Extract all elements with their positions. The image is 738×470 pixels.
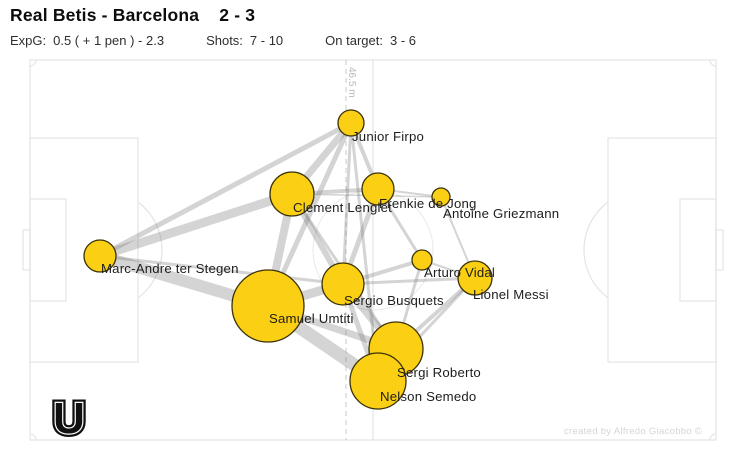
player-node [321,262,365,306]
player-node [411,249,433,271]
stat-expg-value: 0.5 ( + 1 pen ) - 2.3 [53,33,165,48]
player-label: Nelson Semedo [380,389,476,404]
player-label: Marc-Andre ter Stegen [101,261,239,276]
corner-arc-bottom-right [709,433,717,441]
goal-left [22,229,31,271]
player-label: Antoine Griezmann [443,206,559,221]
goal-right [715,229,724,271]
player-node [269,171,315,217]
player-label: Sergio Busquets [344,293,444,308]
match-score: 2 - 3 [219,5,256,25]
player-label: Samuel Umtiti [269,311,354,326]
corner-arc-top-left [29,59,37,67]
player-labels: Marc-Andre ter Stegen Junior Firpo Clement… [101,129,559,404]
six-yard-box-right [679,198,717,302]
player-label: Clement Lenglet [293,200,392,215]
pass-edge [98,189,294,261]
distance-label: 46.5 m [346,67,357,98]
credit-watermark: created by Alfredo Giacobbo © [564,426,703,437]
penalty-arc-right [583,201,609,299]
player-label: Frenkie de Jong [379,196,477,211]
stat-on-target-label: On target: [325,33,383,48]
pass-edge [99,254,344,286]
corner-arc-bottom-left [29,433,37,441]
logo-letter-outer: U [53,394,85,442]
match-stats: ExpG: 0.5 ( + 1 pen ) - 2.3 Shots: 7 - 1… [10,33,416,48]
pass-edge [98,120,353,259]
player-node [231,269,305,343]
header: Real Betis - Barcelona 2 - 3 ExpG: 0.5 ( … [10,5,416,48]
logo-letter-inner: U [53,394,85,442]
player-label: Arturo Vidal [424,265,495,280]
stat-on-target: On target: 3 - 6 [325,33,416,48]
stat-shots-value: 7 - 10 [249,33,284,48]
match-teams: Real Betis - Barcelona [10,5,200,25]
pass-edge [342,276,476,286]
player-node [83,239,117,273]
understat-logo: U U [50,391,89,443]
player-nodes [83,109,493,410]
penalty-arc-left [137,201,163,299]
corner-arc-top-right [709,59,717,67]
stat-shots: Shots: 7 - 10 [206,33,283,48]
player-node [337,109,365,137]
player-label: Junior Firpo [352,129,424,144]
six-yard-box-left [29,198,67,302]
match-title: Real Betis - Barcelona 2 - 3 [10,5,416,26]
player-node [361,172,395,206]
player-label: Lionel Messi [473,287,549,302]
player-label: Sergi Roberto [397,365,481,380]
player-node [349,352,407,410]
stat-expg-label: ExpG: [10,33,47,48]
pass-edge [341,122,353,285]
player-node [431,187,451,207]
penalty-area-right [607,137,717,363]
stat-shots-label: Shots: [206,33,243,48]
stat-on-target-value: 3 - 6 [389,33,416,48]
player-node [457,260,493,296]
stat-expg: ExpG: 0.5 ( + 1 pen ) - 2.3 [10,33,164,48]
